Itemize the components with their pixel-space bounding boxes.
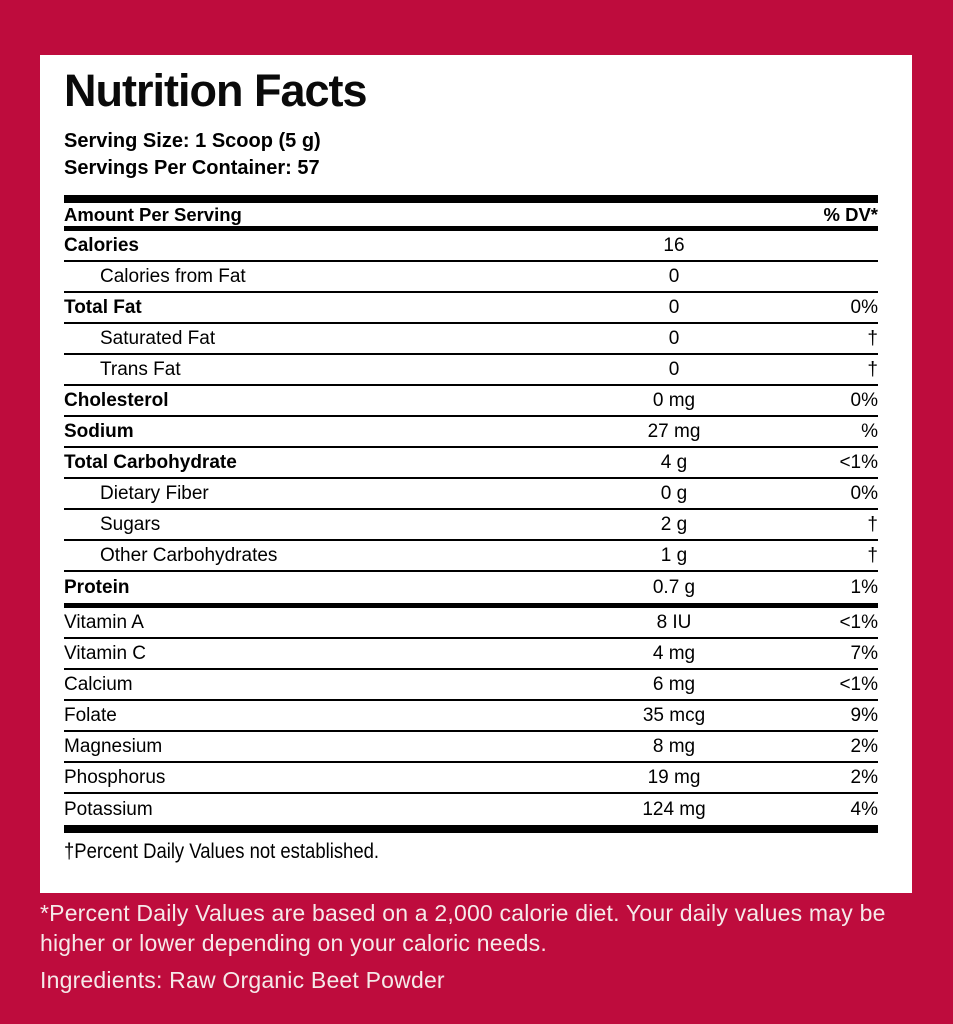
divider-thick-bottom [64, 825, 878, 834]
nutrient-row: Sodium 27 mg % [64, 417, 878, 449]
nutrient-amount: 27 mg [647, 420, 701, 442]
nutrient-row: Folate 35 mcg 9% [64, 701, 878, 733]
nutrient-dv: 0% [850, 296, 878, 318]
nutrient-dv: <1% [839, 673, 878, 695]
nutrient-amount: 35 mcg [642, 704, 706, 726]
nutrient-dv: 0% [850, 482, 878, 504]
nutrient-row: Calories 16 [64, 231, 878, 263]
nutrient-amount: 2 g [660, 513, 688, 535]
nutrient-row: Vitamin C 4 mg 7% [64, 639, 878, 671]
nutrient-amount: 8 IU [656, 611, 692, 633]
nutrient-dv: 2% [850, 735, 878, 757]
nutrient-row: Magnesium 8 mg 2% [64, 732, 878, 764]
nutrient-row: Sugars 2 g † [64, 510, 878, 542]
nutrition-facts-panel: Nutrition Facts Serving Size: 1 Scoop (5… [40, 55, 912, 893]
nutrient-amount: 8 mg [652, 735, 696, 757]
nutrient-amount: 0.7 g [652, 576, 696, 598]
dv-footnote: †Percent Daily Values not established. [64, 840, 380, 864]
nutrient-label: Sugars [100, 513, 161, 535]
nutrient-amount: 124 mg [642, 798, 706, 820]
nutrient-row: Vitamin A 8 IU <1% [64, 608, 878, 640]
dv-disclaimer-text: *Percent Daily Values are based on a 2,0… [40, 900, 886, 956]
nutrient-dv: † [867, 544, 878, 566]
nutrient-amount: 0 [668, 327, 680, 349]
nutrient-label: Vitamin C [64, 642, 147, 664]
nutrient-label: Calories [64, 234, 139, 256]
nutrient-amount: 16 [663, 234, 685, 256]
nutrient-amount: 4 g [660, 451, 688, 473]
nutrient-amount: 1 g [660, 544, 688, 566]
nutrient-row: Protein 0.7 g 1% [64, 572, 878, 603]
nutrient-row: Trans Fat 0 † [64, 355, 878, 387]
nutrient-table: Calories 16 Calories from Fat 0 Total Fa… [64, 231, 878, 825]
nutrient-row: Total Carbohydrate 4 g <1% [64, 448, 878, 480]
nutrient-dv: <1% [839, 451, 878, 473]
nutrient-label: Cholesterol [64, 389, 169, 411]
divider-medium-header [64, 226, 878, 232]
nutrient-dv: 4% [850, 798, 878, 820]
nutrient-label: Trans Fat [100, 358, 181, 380]
amount-per-serving-header: Amount Per Serving [64, 203, 242, 225]
nutrient-dv: % [861, 420, 878, 442]
serving-size: Serving Size: 1 Scoop (5 g) [64, 130, 321, 153]
nutrient-row: Total Fat 0 0% [64, 293, 878, 325]
nutrient-label: Vitamin A [64, 611, 144, 633]
nutrient-dv: 9% [850, 704, 878, 726]
nutrient-label: Total Carbohydrate [64, 451, 237, 473]
nutrient-amount: 6 mg [652, 673, 696, 695]
servings-per-container: Servings Per Container: 57 [64, 157, 320, 180]
nutrient-dv: <1% [839, 611, 878, 633]
nutrient-dv: † [867, 513, 878, 535]
ingredients-text: Ingredients: Raw Organic Beet Powder [40, 967, 445, 993]
nutrient-dv: 2% [850, 766, 878, 788]
nutrient-row: Other Carbohydrates 1 g † [64, 541, 878, 573]
nutrient-row: Saturated Fat 0 † [64, 324, 878, 356]
nutrient-label: Magnesium [64, 735, 163, 757]
nutrient-row: Potassium 124 mg 4% [64, 794, 878, 825]
nutrient-label: Saturated Fat [100, 327, 216, 349]
percent-dv-header: % DV* [823, 203, 879, 225]
nutrient-label: Sodium [64, 420, 134, 442]
nutrient-dv: † [867, 358, 878, 380]
nutrient-label: Phosphorus [64, 766, 166, 788]
nutrient-row: Phosphorus 19 mg 2% [64, 763, 878, 795]
nutrient-amount: 19 mg [647, 766, 701, 788]
nutrient-row: Cholesterol 0 mg 0% [64, 386, 878, 418]
nutrient-amount: 0 g [660, 482, 688, 504]
panel-title: Nutrition Facts [64, 65, 368, 116]
nutrient-label: Protein [64, 576, 130, 598]
nutrient-amount: 0 [668, 358, 680, 380]
nutrient-dv: 7% [850, 642, 878, 664]
table-header-row: Amount Per Serving % DV* [64, 203, 878, 226]
label-footer: *Percent Daily Values are based on a 2,0… [40, 898, 916, 995]
divider-medium-section [64, 603, 878, 609]
nutrient-label: Total Fat [64, 296, 142, 318]
nutrient-amount: 0 [668, 296, 680, 318]
nutrient-row: Calories from Fat 0 [64, 262, 878, 294]
nutrient-dv: † [867, 327, 878, 349]
nutrient-dv: 1% [850, 576, 878, 598]
nutrient-amount: 0 [668, 265, 680, 287]
nutrient-row: Calcium 6 mg <1% [64, 670, 878, 702]
divider-thick-top [64, 195, 878, 204]
nutrient-label: Folate [64, 704, 117, 726]
nutrient-label: Calories from Fat [100, 265, 246, 287]
nutrient-label: Dietary Fiber [100, 482, 209, 504]
nutrient-row: Dietary Fiber 0 g 0% [64, 479, 878, 511]
nutrient-label: Calcium [64, 673, 133, 695]
nutrient-dv: 0% [850, 389, 878, 411]
nutrient-amount: 0 mg [652, 389, 696, 411]
nutrient-amount: 4 mg [652, 642, 696, 664]
nutrient-label: Potassium [64, 798, 153, 820]
nutrient-label: Other Carbohydrates [100, 544, 278, 566]
